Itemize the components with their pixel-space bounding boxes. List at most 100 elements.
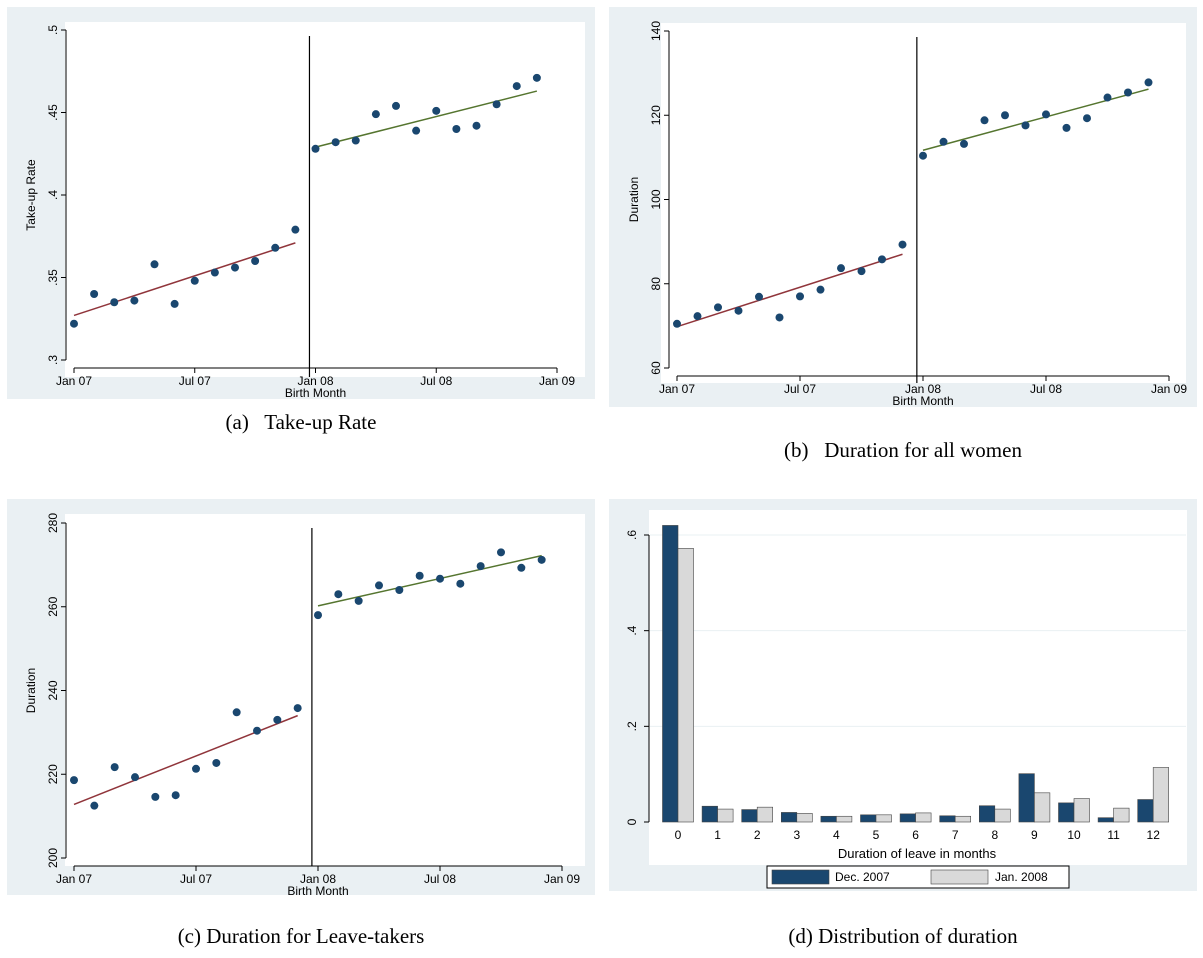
data-point [412,126,421,135]
data-point [816,285,825,294]
x-tick-label: Jul 08 [424,872,456,886]
data-point [960,139,968,148]
data-point [939,137,948,146]
x-tick-label: 7 [952,828,959,842]
data-point [375,581,383,590]
y-tick-label: 200 [46,848,60,868]
bar-jan-2008 [836,815,853,823]
data-point [150,260,159,269]
caption-c: (c) Duration for Leave-takers [177,924,425,948]
y-axis-title: Take-up Rate [24,159,38,231]
data-point [371,110,380,119]
x-tick-label: Jan 08 [297,374,333,388]
data-point [1103,93,1112,102]
data-point [171,791,180,800]
data-point [1144,78,1153,87]
fit-line-post [317,554,542,607]
panel-take-up-rate: .3 .35 .4 .45 .5 Jan 07 Jul 07 Jan 08 Jul 08 Jan … [7,7,595,399]
fit-line-pre [676,253,903,328]
panel-distribution-of-duration: 0.2.4.6 0 1 2 3 4 5 6 7 8 9 10 11 12 Duration of leave… [609,499,1197,891]
data-point [311,144,320,153]
y-tick-label: 140 [649,21,663,41]
data-point [1021,121,1030,130]
data-point [334,590,343,599]
data-point [351,136,360,145]
caption-d: (d) Distribution of duration [788,924,1018,948]
data-point [1124,88,1132,97]
caption-a: (a) Take-up Rate [225,410,377,434]
bar-dec-2007 [741,809,758,823]
data-point [1062,123,1071,132]
x-axis-title: Birth Month [285,386,346,399]
data-point [452,125,461,133]
data-point [980,116,989,125]
y-axis-title: Duration [627,177,641,222]
bar-dec-2007 [662,525,679,823]
legend-box [766,865,1070,889]
y-tick-label: 280 [46,513,60,533]
bar-dec-2007 [939,815,956,823]
x-tick-label: Jan 09 [1151,382,1187,396]
data-point [755,292,763,301]
data-point [432,106,441,115]
data-point [673,319,681,328]
bar-jan-2008 [717,808,734,823]
bar-jan-2008 [677,548,694,823]
y-tick-label: .4 [625,625,639,635]
plot-area [661,23,1186,383]
data-point [293,704,302,713]
data-point [1042,110,1050,119]
data-point [395,586,404,594]
y-axis-title: Duration [24,668,38,713]
y-tick-label: .35 [46,269,60,286]
bar-jan-2008 [915,812,932,823]
x-tick-label: 2 [754,828,761,842]
x-tick-label: Jan 07 [56,872,92,886]
x-axis-title: Duration of leave in months [838,846,997,861]
plot-area [649,510,1187,865]
panel-duration-leave-takers: 200 220 240 260 280 Jan 07 Jul 07 Jan 08 Jul 08 J… [7,499,595,895]
bar-jan-2008 [796,813,813,823]
data-point [273,715,282,724]
y-tick-label: .3 [46,355,60,365]
data-point [878,255,886,264]
bar-jan-2008 [1113,807,1130,823]
y-tick-label: 0 [625,818,639,825]
data-point [90,290,99,298]
data-point [291,225,300,234]
bar-dec-2007 [899,813,916,823]
x-axis-title: Birth Month [892,394,953,407]
bar-jan-2008 [1034,792,1051,823]
x-tick-label: 6 [912,828,919,842]
legend-swatch-dec-2007 [771,869,830,885]
bar-dec-2007 [701,805,718,823]
x-tick-label: Jul 08 [420,374,452,388]
data-point [110,298,119,307]
y-tick-label: .4 [46,190,60,200]
data-point [492,100,501,109]
bar-dec-2007 [781,812,798,823]
data-point [456,579,465,588]
bar-dec-2007 [1097,817,1114,823]
legend-swatch-jan-2008 [930,869,989,885]
data-point [415,571,424,580]
data-point [775,313,784,322]
data-point [271,243,280,252]
data-point [392,101,400,110]
bar-dec-2007 [1018,773,1035,823]
data-point [331,138,340,147]
data-point [110,763,119,772]
x-tick-label: 10 [1067,828,1081,842]
plot-area [65,514,585,866]
y-tick-label: 80 [649,277,663,291]
x-tick-label: Jul 07 [179,374,211,388]
data-point [898,240,907,249]
data-point [734,306,743,315]
x-tick-label: 9 [1031,828,1038,842]
y-tick-label: .2 [625,721,639,731]
x-tick-label: Jan 09 [539,374,575,388]
bar-dec-2007 [820,815,837,823]
y-tick-label: 220 [46,764,60,784]
x-tick-label: 8 [991,828,998,842]
bar-jan-2008 [954,815,972,823]
